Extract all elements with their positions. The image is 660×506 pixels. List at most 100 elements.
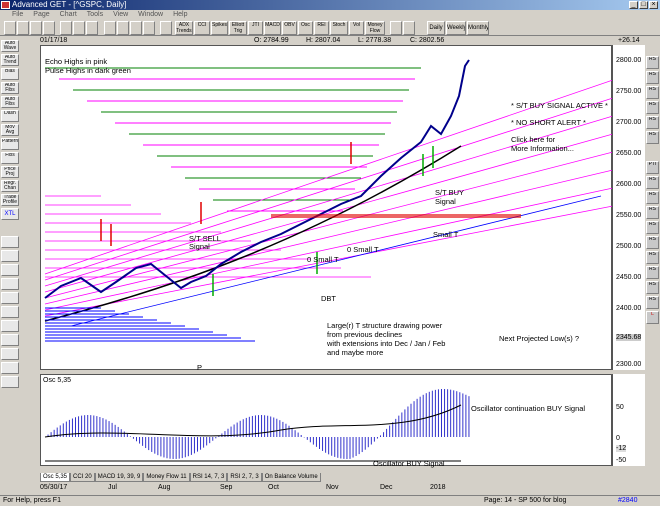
channel-icon[interactable] — [1, 264, 19, 276]
rs-button-5[interactable]: RS — [646, 116, 659, 129]
price-chart[interactable]: Echo Highs in pink Pulse Highs in dark g… — [40, 45, 613, 372]
large-t-label-2: from previous declines — [327, 330, 403, 339]
maximize-button[interactable]: □ — [639, 1, 648, 9]
tool-spikes[interactable]: Spikes — [211, 21, 228, 35]
cycle-icon[interactable] — [1, 320, 19, 332]
menu-tools[interactable]: Tools — [86, 11, 104, 18]
undo-icon[interactable] — [104, 21, 116, 35]
erase-icon[interactable] — [1, 376, 19, 388]
fan-icon[interactable] — [1, 278, 19, 290]
save-icon[interactable] — [30, 21, 42, 35]
tab-money-flow[interactable]: Money Flow 11 — [143, 473, 190, 482]
trendline-icon[interactable] — [1, 250, 19, 262]
pattern-button[interactable]: Pattern — [1, 138, 19, 150]
tab-rsi-14[interactable]: RSI 14, 7, 3 — [189, 473, 228, 482]
pulse-highs-label: Pulse Highs in dark green — [45, 66, 131, 75]
arrow-icon[interactable] — [1, 362, 19, 374]
dash-button[interactable]: Dash — [1, 110, 19, 122]
text-icon[interactable] — [1, 306, 19, 318]
paste-icon[interactable] — [86, 21, 98, 35]
menu-view[interactable]: View — [113, 11, 129, 18]
print-icon[interactable] — [43, 21, 55, 35]
tab-rsi-2[interactable]: RSI 2, 7, 3 — [227, 473, 262, 482]
rs-button-6[interactable]: RS — [646, 131, 659, 144]
fibs-button[interactable]: Fibs — [1, 152, 19, 164]
rs-button-4[interactable]: RS — [646, 101, 659, 114]
tool-rei[interactable]: REI — [314, 21, 329, 35]
cut-icon[interactable] — [60, 21, 72, 35]
tab-cci[interactable]: CCI 20 — [70, 473, 95, 482]
l-button[interactable]: L — [646, 311, 659, 324]
rs-button-9[interactable]: RS — [646, 206, 659, 219]
rs-button-14[interactable]: RS — [646, 281, 659, 294]
tab-osc[interactable]: Osc 5,35 — [40, 473, 71, 482]
tool-obv[interactable]: OBV — [282, 21, 297, 35]
menu-file[interactable]: File — [12, 11, 24, 18]
minimize-button[interactable]: _ — [629, 1, 638, 9]
grid-icon[interactable] — [143, 21, 155, 35]
tab-macd[interactable]: MACD 19, 39, 9 — [94, 473, 144, 482]
rs-button-3[interactable]: RS — [646, 86, 659, 99]
more-info-link[interactable]: More Information... — [511, 144, 574, 153]
help-icon[interactable] — [160, 21, 172, 35]
status-page: Page: 14 - SP 500 for blog — [484, 497, 567, 504]
line-icon[interactable] — [403, 21, 415, 35]
arc-icon[interactable] — [1, 292, 19, 304]
tool-money-flow[interactable]: Money Flow — [365, 21, 385, 35]
oscillator-panel[interactable]: Osc 5,35 Oscillator continuation BUY Sig… — [40, 374, 612, 468]
rs-button-7[interactable]: RS — [646, 176, 659, 189]
tool-adx[interactable]: ADX Trends — [175, 21, 193, 35]
menu-chart[interactable]: Chart — [59, 11, 77, 18]
zoom-icon[interactable] — [117, 21, 129, 35]
tool-monthly[interactable]: Monthly — [467, 21, 489, 35]
rs-button-11[interactable]: RS — [646, 236, 659, 249]
trade-profile-button[interactable]: Trade Profile — [1, 194, 19, 206]
close-button[interactable]: × — [649, 1, 658, 9]
new-icon[interactable] — [4, 21, 16, 35]
menu-page[interactable]: Page — [33, 11, 50, 18]
price-tick: 2650.00 — [616, 150, 642, 157]
tool-cci[interactable]: CCI — [194, 21, 210, 35]
info-high: H: 2807.04 — [306, 37, 341, 44]
tool-macd[interactable]: MACD — [264, 21, 281, 35]
tool-elliott[interactable]: Elliott Trig — [229, 21, 247, 35]
rs-button-2[interactable]: RS — [646, 71, 659, 84]
copy-icon[interactable] — [73, 21, 85, 35]
xtl-button[interactable]: XTL — [1, 208, 19, 220]
indicator-tabs: Osc 5,35 CCI 20 MACD 19, 39, 9 Money Flo… — [40, 473, 612, 482]
chart-icon[interactable] — [130, 21, 142, 35]
auto-fibs-button[interactable]: Auto Fibs — [1, 82, 19, 94]
box-icon[interactable] — [1, 334, 19, 346]
tool-weekly[interactable]: Weekly — [446, 21, 466, 35]
rs-button-12[interactable]: RS — [646, 251, 659, 264]
mov-avg-button[interactable]: Mov Avg — [1, 124, 19, 136]
tool-vol[interactable]: Vol — [349, 21, 364, 35]
menu-help[interactable]: Help — [173, 11, 188, 18]
tool-jti[interactable]: JTI — [248, 21, 263, 35]
tool-osc[interactable]: Osc — [298, 21, 313, 35]
auto-wave-button[interactable]: Auto Wave — [1, 40, 19, 52]
draw-icon[interactable] — [390, 21, 402, 35]
auto-trend-button[interactable]: Auto Trend — [1, 54, 19, 66]
window-controls: _ □ × — [629, 1, 658, 9]
rs-button-1[interactable]: RS — [646, 56, 659, 69]
rs-button-8[interactable]: RS — [646, 191, 659, 204]
tool-stoch[interactable]: Stoch — [330, 21, 348, 35]
date-axis: 05/30/17 Jul Aug Sep Oct Nov Dec 2018 — [40, 484, 612, 494]
rs-button-15[interactable]: RS — [646, 296, 659, 309]
price-proj-button[interactable]: Price Proj — [1, 166, 19, 178]
pencil-icon[interactable] — [1, 236, 19, 248]
rs-button-10[interactable]: RS — [646, 221, 659, 234]
ellipse-icon[interactable] — [1, 348, 19, 360]
menu-window[interactable]: Window — [138, 11, 164, 18]
rs-button-13[interactable]: RS — [646, 266, 659, 279]
tool-daily[interactable]: Daily — [427, 21, 445, 35]
auto-fibs-2-button[interactable]: Auto Fibs — [1, 96, 19, 108]
tab-obv[interactable]: On Balance Volume — [261, 473, 321, 482]
pti-button[interactable]: PTI — [646, 161, 659, 174]
regr-chan-button[interactable]: Regr. Chan — [1, 180, 19, 192]
bias-button[interactable]: Bias — [1, 68, 19, 80]
last-price-tick: 2345.68 — [616, 334, 642, 341]
click-here-link[interactable]: Click here for — [511, 135, 556, 144]
open-icon[interactable] — [17, 21, 29, 35]
